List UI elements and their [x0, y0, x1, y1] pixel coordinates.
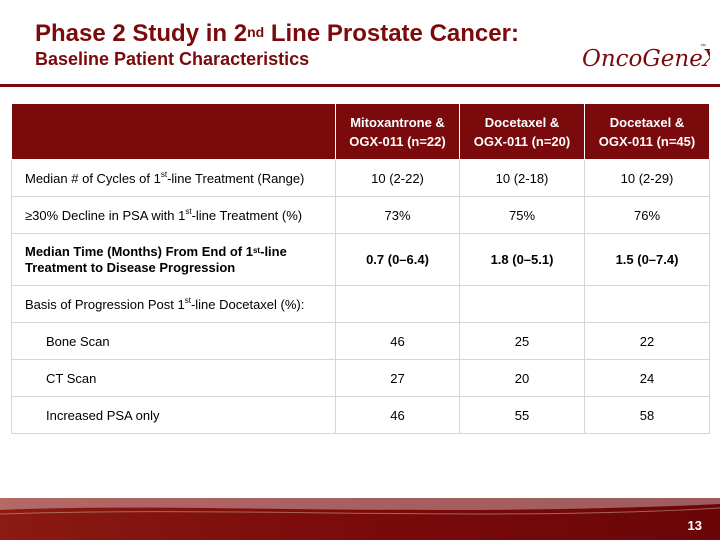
table-row: Bone Scan 46 25 22: [11, 322, 710, 360]
column-header: Mitoxantrone & OGX-011 (n=22): [335, 103, 460, 160]
table-cell: 20: [459, 359, 585, 397]
row-label: Median Time (Months) From End of 1st-lin…: [11, 233, 336, 286]
baseline-characteristics-table: Mitoxantrone & OGX-011 (n=22) Docetaxel &…: [11, 103, 710, 434]
table-cell: [584, 285, 710, 323]
table-cell: 22: [584, 322, 710, 360]
row-label: Bone Scan: [11, 322, 336, 360]
slide-title: Phase 2 Study in 2nd Line Prostate Cance…: [35, 20, 519, 70]
slide-subtitle: Baseline Patient Characteristics: [35, 49, 310, 69]
row-label: CT Scan: [11, 359, 336, 397]
table-cell: 24: [584, 359, 710, 397]
table-row: CT Scan 27 20 24: [11, 359, 710, 397]
title-divider: [0, 84, 720, 87]
table-row: Median Time (Months) From End of 1st-lin…: [11, 233, 710, 286]
table-cell: 10 (2-29): [584, 159, 710, 197]
table-cell: 1.8 (0–5.1): [459, 233, 585, 286]
table-row: Basis of Progression Post 1st-line Docet…: [11, 285, 710, 323]
table-cell: 27: [335, 359, 460, 397]
row-label: Increased PSA only: [11, 396, 336, 434]
title-line-1: Phase 2 Study in 2nd Line Prostate Cance…: [35, 20, 519, 48]
column-header: Docetaxel & OGX-011 (n=45): [584, 103, 710, 160]
table-cell: 75%: [459, 196, 585, 234]
footer-band: [0, 498, 720, 540]
table-cell: 55: [459, 396, 585, 434]
page-number: 13: [687, 518, 702, 533]
table-cell: 10 (2-18): [459, 159, 585, 197]
table-row: Median # of Cycles of 1st-line Treatment…: [11, 159, 710, 197]
row-label: Median # of Cycles of 1st-line Treatment…: [11, 159, 336, 197]
title-text-b: Line Prostate Cancer:: [264, 20, 519, 47]
table-cell: 10 (2-22): [335, 159, 460, 197]
table-header-row: Mitoxantrone & OGX-011 (n=22) Docetaxel &…: [11, 103, 710, 160]
row-label: ≥30% Decline in PSA with 1st-line Treatm…: [11, 196, 336, 234]
column-header: Docetaxel & OGX-011 (n=20): [459, 103, 585, 160]
oncogenex-logo: OncoGeneX ™: [582, 43, 710, 72]
trademark-symbol: ™: [700, 43, 706, 50]
logo-text: OncoGeneX: [582, 46, 710, 72]
header-empty-cell: [11, 103, 336, 160]
table-cell: 1.5 (0–7.4): [584, 233, 710, 286]
title-text-a: Phase 2 Study in 2: [35, 20, 248, 47]
table-cell: 46: [335, 322, 460, 360]
table-row: ≥30% Decline in PSA with 1st-line Treatm…: [11, 196, 710, 234]
table-row: Increased PSA only 46 55 58: [11, 396, 710, 434]
table-cell: [335, 285, 460, 323]
table-cell: 58: [584, 396, 710, 434]
table-cell: 25: [459, 322, 585, 360]
title-superscript: nd: [247, 24, 265, 40]
row-label: Basis of Progression Post 1st-line Docet…: [11, 285, 336, 323]
table-cell: 76%: [584, 196, 710, 234]
table-cell: 73%: [335, 196, 460, 234]
table-cell: [459, 285, 585, 323]
table-cell: 0.7 (0–6.4): [335, 233, 460, 286]
table-cell: 46: [335, 396, 460, 434]
